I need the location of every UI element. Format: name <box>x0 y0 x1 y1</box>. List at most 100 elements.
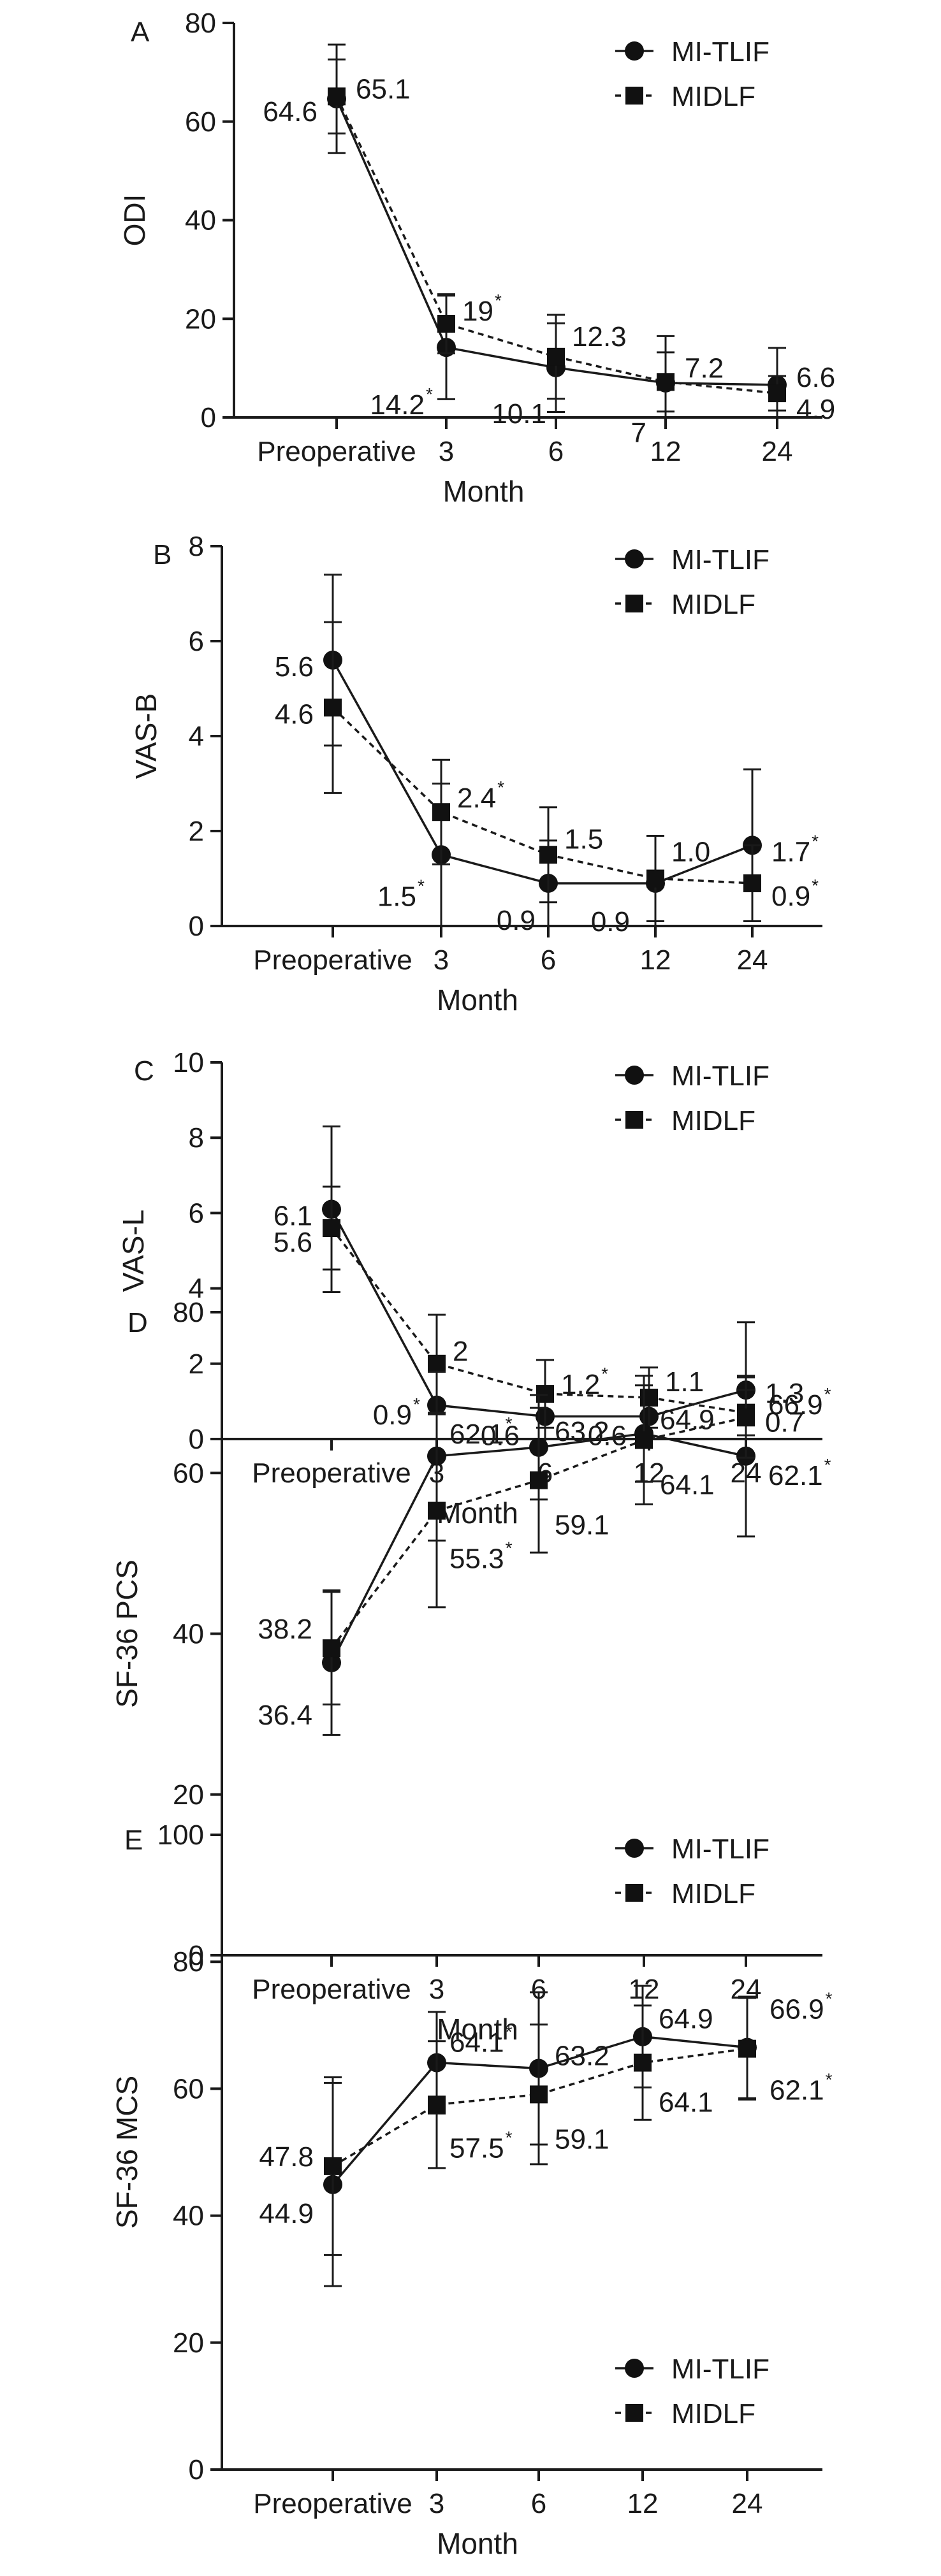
panel-b-series-mi-tlif-data-label: 5.6 <box>275 651 314 683</box>
panel-b-y-tick-label: 8 <box>189 531 204 562</box>
panel-e-x-tick-label: 12 <box>627 2488 659 2519</box>
panel-b-series-midlf-significance-star: * <box>812 876 819 895</box>
panel-a-legend-mi-tlif-swatch-marker <box>625 41 644 61</box>
panel-a-series-midlf-data-label: 4.9 <box>796 394 835 425</box>
panel-c-y-tick-label: 8 <box>189 1122 204 1154</box>
panel-c-legend-mi-tlif-label: MI-TLIF <box>671 1060 770 1092</box>
panel-d-y-tick-label: 80 <box>173 1297 204 1328</box>
panel-c-series-mi-tlif-data-label: 1.3 <box>765 1378 804 1409</box>
panel-e-legend-midlf-swatch-marker <box>625 2404 643 2422</box>
panel-a-y-axis-title: ODI <box>118 194 151 247</box>
panel-c-legend-midlf-swatch-marker <box>625 1111 643 1129</box>
panel-d-legend-midlf-label: MIDLF <box>671 1878 755 1909</box>
panel-b-series-midlf-point <box>743 874 761 892</box>
panel-e-x-tick-label: 6 <box>531 2488 546 2519</box>
panel-c-series-mi-tlif-data-label: 6.1 <box>274 1200 312 1231</box>
panel-d-y-tick-label: 40 <box>173 1619 204 1650</box>
panel-b-y-tick-label: 2 <box>189 816 204 847</box>
panel-e-series-mi-tlif-data-label: 64.9 <box>659 2004 713 2035</box>
panel-b-series-mi-tlif-significance-star: * <box>812 831 819 851</box>
panel-a-legend-mi-tlif-label: MI-TLIF <box>671 36 770 68</box>
panel-d-series-midlf-point <box>530 1471 548 1489</box>
panel-b-x-tick-label: 6 <box>541 944 556 976</box>
panel-a-series-midlf-data-label: 65.1 <box>356 73 411 105</box>
panel-d-series-mi-tlif-data-label: 62.1 <box>768 1460 823 1491</box>
panel-c-series-midlf-data-label: 1.2 <box>561 1369 600 1400</box>
panel-c-x-tick-label: Preoperative <box>252 1458 411 1489</box>
panel-d-series-mi-tlif-data-label: 62.1 <box>449 1419 504 1450</box>
panel-d-series-midlf-significance-star: * <box>824 1384 831 1404</box>
panel-d-series-midlf-data-label: 59.1 <box>555 1510 609 1541</box>
panel-d-x-tick-label: Preoperative <box>252 1974 411 2005</box>
panel-c-series-mi-tlif-data-label: 0.6 <box>481 1421 520 1452</box>
panel-e-series-midlf-data-label: 57.5 <box>449 2132 504 2164</box>
panel-a-y-tick-label: 20 <box>185 303 216 335</box>
panel-e-y-tick-label: 0 <box>189 2454 204 2486</box>
panel-e-series-mi-tlif-significance-star: * <box>506 2022 513 2042</box>
panel-d-letter: D <box>128 1307 148 1338</box>
panel-c-legend-mi-tlif-swatch-marker <box>625 1066 644 1085</box>
panel-c-legend-midlf-label: MIDLF <box>671 1105 755 1136</box>
panel-d-series-mi-tlif-data-label: 63.2 <box>555 1416 609 1447</box>
panel-c-series-midlf-data-label: 2 <box>453 1336 468 1367</box>
panel-e-series-midlf-data-label: 64.1 <box>659 2087 713 2118</box>
panel-a-x-tick-label: 12 <box>650 436 682 467</box>
panel-b-series-midlf-data-label: 1.5 <box>564 823 603 855</box>
panel-a-series-mi-tlif-data-label: 14.2 <box>370 389 425 421</box>
panel-d-y-axis-title: SF-36 PCS <box>110 1559 143 1708</box>
panel-c-x-axis-title: Month <box>437 1496 518 1530</box>
panel-c-series-midlf-data-label: 5.6 <box>274 1227 312 1258</box>
panel-c-y-tick-label: 4 <box>189 1273 204 1305</box>
panel-a-series-mi-tlif-data-label: 7 <box>631 417 646 449</box>
panel-a-y-tick-label: 0 <box>201 402 216 433</box>
panel-a-legend-midlf-label: MIDLF <box>671 81 755 112</box>
panel-a-series-midlf-point <box>547 347 565 366</box>
panel-e-y-axis-title: SF-36 MCS <box>110 2076 143 2229</box>
panel-b-x-tick-label: 3 <box>434 944 449 976</box>
panel-b-series-mi-tlif-data-label: 1.5 <box>377 881 416 912</box>
panel-c-series-midlf-point <box>640 1388 658 1407</box>
panel-e-x-tick-label: 24 <box>732 2488 763 2519</box>
panel-d-legend-midlf-swatch-marker <box>625 1884 643 1902</box>
panel-a-y-tick-label: 40 <box>185 205 216 236</box>
panel-c-x-tick-label: 12 <box>634 1458 665 1489</box>
panel-b-x-tick-label: 12 <box>640 944 671 976</box>
panel-a-x-axis-title: Month <box>443 475 525 508</box>
panel-d-series-midlf-data-label: 66.9 <box>768 1389 823 1421</box>
panel-b-letter: B <box>153 539 171 570</box>
panel-a-series-midlf-data-label: 7.2 <box>685 352 724 384</box>
panel-b-series-midlf-significance-star: * <box>497 778 504 797</box>
panel-e-legend-mi-tlif-label: MI-TLIF <box>671 2354 770 2385</box>
panel-b-series-midlf-point <box>324 698 342 717</box>
panel-e-y-tick-label: 40 <box>173 2201 204 2232</box>
panel-d-series-midlf-point <box>323 1639 340 1658</box>
panel-d-x-tick-label: 12 <box>629 1974 660 2005</box>
panel-b-series-midlf-data-label: 4.6 <box>275 698 314 730</box>
panel-a-letter: A <box>131 17 150 48</box>
panel-b-x-tick-label: Preoperative <box>253 944 412 976</box>
panel-d-x-tick-label: 24 <box>731 1974 762 2005</box>
panel-e-series-midlf-point <box>634 2053 652 2072</box>
panel-d-legend-mi-tlif-swatch-marker <box>625 1839 644 1858</box>
panel-e-letter: E <box>124 1825 143 1856</box>
panel-e-series-mi-tlif-data-label: 64.1 <box>449 2027 504 2059</box>
panel-e-x-tick-label: 3 <box>429 2488 444 2519</box>
panel-d-series-midlf-point <box>737 1408 755 1427</box>
panel-a-x-tick-label: Preoperative <box>257 436 416 467</box>
panel-e-legend-midlf-label: MIDLF <box>671 2398 755 2429</box>
panel-d-series-mi-tlif-significance-star: * <box>824 1455 831 1475</box>
panel-b-series-mi-tlif-significance-star: * <box>418 876 425 895</box>
panel-b-series-midlf-point <box>432 803 450 821</box>
panel-e-series-midlf-significance-star: * <box>826 2070 833 2090</box>
panel-e-series-midlf-data-label: 59.1 <box>555 2124 609 2155</box>
panel-b-series-midlf-data-label: 1.0 <box>671 837 710 868</box>
panel-b-y-axis-title: VAS-B <box>129 693 163 779</box>
panel-b-legend-mi-tlif-label: MI-TLIF <box>671 544 770 575</box>
panel-b-x-axis-title: Month <box>437 983 518 1017</box>
panel-a-series-midlf-data-label: 12.3 <box>572 321 627 352</box>
panel-d-series-midlf-data-label: 55.3 <box>449 1544 504 1575</box>
panel-e-series-mi-tlif-significance-star: * <box>826 1989 833 2009</box>
panel-e-series-midlf-data-label: 62.1 <box>770 2075 824 2106</box>
panel-c-y-tick-label: 10 <box>173 1047 204 1078</box>
